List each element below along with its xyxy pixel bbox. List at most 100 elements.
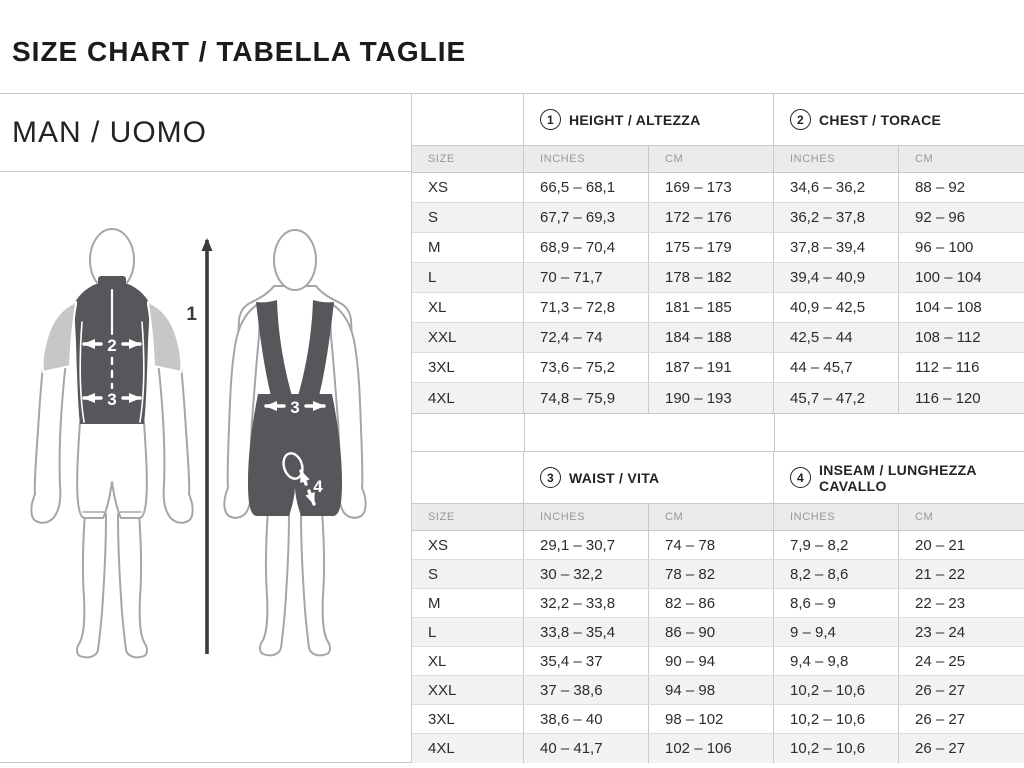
- value-cell: 9 – 9,4: [774, 618, 899, 646]
- value-cell: 38,6 – 40: [524, 705, 649, 733]
- table-height-chest: 1 HEIGHT / ALTEZZA 2 CHEST / TORACE SIZE INCH…: [412, 93, 1024, 414]
- table-row: XL 71,3 – 72,8 181 – 185 40,9 – 42,5 104 – 1…: [412, 293, 1024, 323]
- table-row: XXL 37 – 38,6 94 – 98 10,2 – 10,6 26 – 27: [412, 676, 1024, 705]
- value-cell: 44 – 45,7: [774, 353, 899, 382]
- column-header-cell: INCHES: [524, 146, 649, 172]
- jersey-sleeve-right: [147, 301, 183, 373]
- bib-waist-measure-arrow: 3: [264, 398, 326, 417]
- height-marker-label: 1: [186, 304, 197, 325]
- group-header-label: HEIGHT / ALTEZZA: [569, 111, 701, 128]
- value-cell: 35,4 – 37: [524, 647, 649, 675]
- column-header-cell: SIZE: [412, 146, 524, 172]
- value-cell: 8,6 – 9: [774, 589, 899, 617]
- value-cell: 34,6 – 36,2: [774, 173, 899, 202]
- size-cell: L: [412, 263, 524, 292]
- table-group-header: 1 HEIGHT / ALTEZZA 2 CHEST / TORACE: [412, 94, 1024, 146]
- column-header-cell: INCHES: [774, 146, 899, 172]
- bib-strap-right: [298, 300, 334, 396]
- value-cell: 169 – 173: [649, 173, 774, 202]
- table-gap: [412, 414, 1024, 451]
- table-row: L 70 – 71,7 178 – 182 39,4 – 40,9 100 – 104: [412, 263, 1024, 293]
- value-cell: 7,9 – 8,2: [774, 531, 899, 559]
- circled-number-icon: 4: [790, 467, 811, 488]
- group-header-label: WAIST / VITA: [569, 469, 660, 486]
- group-header-cell: 1 HEIGHT / ALTEZZA: [524, 94, 774, 145]
- circled-number-icon: 2: [790, 109, 811, 130]
- size-cell: S: [412, 203, 524, 232]
- table-row: XS 29,1 – 30,7 74 – 78 7,9 – 8,2 20 – 21: [412, 531, 1024, 560]
- value-cell: 108 – 112: [915, 329, 981, 346]
- value-cell: 37,8 – 39,4: [774, 233, 899, 262]
- value-cell: 90 – 94: [649, 647, 774, 675]
- column-header-cell: CM: [649, 146, 774, 172]
- value-cell: 71,3 – 72,8: [524, 293, 649, 322]
- size-cell: 3XL: [412, 353, 524, 382]
- value-cell: 30 – 32,2: [524, 560, 649, 588]
- value-cell: 22 – 23: [915, 594, 966, 612]
- chest-measure-arrow: 2: [82, 336, 142, 355]
- column-header-cell: CM: [649, 504, 774, 530]
- height-measure-arrow: 1: [186, 238, 213, 654]
- value-cell: 37 – 38,6: [524, 676, 649, 704]
- size-cell: XS: [412, 173, 524, 202]
- group-header-label: CHEST / TORACE: [819, 111, 942, 128]
- value-cell: 172 – 176: [649, 203, 774, 232]
- value-cell: 78 – 82: [649, 560, 774, 588]
- waist-marker-label: 3: [107, 390, 116, 409]
- size-figure-illustration: 2 3 1: [0, 172, 411, 762]
- value-cell: 10,2 – 10,6: [774, 676, 899, 704]
- bottom-rule: [0, 762, 412, 763]
- section-band: MAN / UOMO: [0, 93, 412, 172]
- value-cell: 8,2 – 8,6: [774, 560, 899, 588]
- value-cell: 68,9 – 70,4: [524, 233, 649, 262]
- value-cell: 9,4 – 9,8: [774, 647, 899, 675]
- value-cell: 70 – 71,7: [524, 263, 649, 292]
- waist-marker-label: 3: [290, 398, 299, 417]
- section-label: MAN / UOMO: [12, 115, 207, 149]
- column-header-row: SIZE INCHES CM INCHES CM: [412, 146, 1024, 173]
- value-cell: 10,2 – 10,6: [774, 734, 899, 763]
- table-row: 4XL 74,8 – 75,9 190 – 193 45,7 – 47,2 116 – …: [412, 383, 1024, 413]
- size-cell: M: [412, 589, 524, 617]
- table-row: M 32,2 – 33,8 82 – 86 8,6 – 9 22 – 23: [412, 589, 1024, 618]
- group-header-label: INSEAM / LUNGHEZZA CAVALLO: [819, 461, 977, 494]
- value-cell: 86 – 90: [649, 618, 774, 646]
- value-cell: 94 – 98: [649, 676, 774, 704]
- table-row: XS 66,5 – 68,1 169 – 173 34,6 – 36,2 88 – 92: [412, 173, 1024, 203]
- table-row: 3XL 38,6 – 40 98 – 102 10,2 – 10,6 26 – 27: [412, 705, 1024, 734]
- value-cell: 116 – 120: [915, 389, 981, 407]
- value-cell: 26 – 27: [915, 710, 966, 728]
- bib-strap-left: [256, 300, 292, 396]
- value-cell: 175 – 179: [649, 233, 774, 262]
- value-cell: 23 – 24: [915, 623, 966, 641]
- value-cell: 24 – 25: [915, 652, 966, 670]
- group-header-spacer: [412, 94, 524, 145]
- value-cell: 32,2 – 33,8: [524, 589, 649, 617]
- value-cell: 29,1 – 30,7: [524, 531, 649, 559]
- value-cell: 178 – 182: [649, 263, 774, 292]
- value-cell: 96 – 100: [915, 239, 974, 256]
- value-cell: 26 – 27: [915, 740, 966, 757]
- value-cell: 66,5 – 68,1: [524, 173, 649, 202]
- size-cell: 4XL: [412, 734, 524, 763]
- size-cell: 4XL: [412, 383, 524, 413]
- jersey-figure: 2 3: [30, 228, 194, 659]
- circled-number-icon: 1: [540, 109, 561, 130]
- circled-number-icon: 3: [540, 467, 561, 488]
- value-cell: 36,2 – 37,8: [774, 203, 899, 232]
- divider: [524, 414, 525, 451]
- divider: [774, 414, 775, 451]
- group-header-cell: 2 CHEST / TORACE: [774, 94, 1024, 145]
- value-cell: 100 – 104: [915, 269, 982, 286]
- value-cell: 67,7 – 69,3: [524, 203, 649, 232]
- value-cell: 82 – 86: [649, 589, 774, 617]
- value-cell: 42,5 – 44: [774, 323, 899, 352]
- measurement-diagram: 2 3 1: [30, 228, 367, 659]
- value-cell: 10,2 – 10,6: [774, 705, 899, 733]
- value-cell: 112 – 116: [915, 359, 980, 376]
- value-cell: 72,4 – 74: [524, 323, 649, 352]
- column-header-cell: SIZE: [412, 504, 524, 530]
- jersey-torso: [74, 284, 150, 424]
- value-cell: 73,6 – 75,2: [524, 353, 649, 382]
